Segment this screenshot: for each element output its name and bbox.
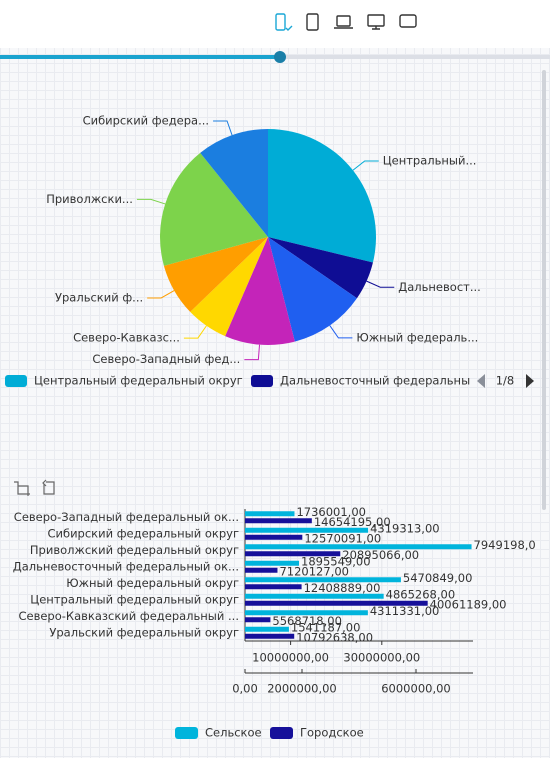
toolbar: [0, 0, 550, 48]
value-label: 1736001,00: [296, 505, 366, 519]
x2-tick-label: 30000000,00: [343, 651, 420, 665]
bar: [245, 534, 303, 540]
device-mobile[interactable]: [275, 13, 293, 31]
y-tick-label: Дальневосточный федеральный ок...: [13, 559, 239, 573]
value-label: 10792638,00: [296, 630, 373, 644]
slice-label: Уральский ф...: [55, 290, 143, 304]
leader-line: [147, 290, 175, 299]
value-label: 5470849,00: [403, 571, 473, 585]
slice-label: Сибирский федера...: [83, 114, 210, 128]
value-label: 1541187,00: [291, 620, 361, 634]
legend-swatch: [5, 375, 27, 387]
slice-label: Центральный...: [383, 154, 477, 168]
value-label: 7949198,0: [474, 538, 536, 552]
slice-label: Приволжски...: [46, 192, 133, 206]
leader-line: [136, 198, 166, 205]
y-tick-label: Южный федеральный округ: [66, 576, 239, 590]
slice-label: Северо-Кавказс...: [73, 331, 180, 345]
value-label: 20895066,00: [342, 548, 419, 562]
device-desktop[interactable]: [367, 14, 385, 30]
legend-label: Центральный федеральный округ: [34, 374, 243, 388]
value-label: 7120127,00: [279, 564, 349, 578]
device-tablet[interactable]: [306, 13, 319, 31]
bar: [245, 518, 312, 524]
y-tick-label: Приволжский федеральный округ: [30, 543, 239, 557]
bar: [245, 600, 428, 606]
pie-slice: [190, 237, 268, 337]
slice-label: Северо-Западный фед...: [92, 352, 240, 366]
pie-slice: [160, 152, 268, 266]
leader-line: [366, 280, 395, 288]
bar: [245, 584, 302, 590]
x2-tick-label: 10000000,00: [252, 651, 329, 665]
bar: [245, 544, 472, 550]
legend-label: Сельское: [205, 726, 262, 740]
bar: [245, 577, 401, 583]
legend-label: Дальневосточный федеральны: [280, 374, 470, 388]
legend-swatch: [251, 375, 273, 387]
pie-slice: [268, 129, 376, 263]
bar: [245, 610, 368, 616]
x-tick-label: 6000000,00: [381, 682, 451, 696]
bar: [245, 567, 278, 573]
legend-swatch: [270, 727, 293, 739]
x-tick-label: 2000000,00: [267, 682, 337, 696]
scrollbar[interactable]: [542, 70, 546, 510]
legend-next[interactable]: [526, 374, 534, 388]
legend-page: 1/8: [496, 374, 515, 388]
leader-line: [352, 160, 379, 171]
x-tick-label: 0,00: [232, 682, 258, 696]
pie-slice: [200, 129, 268, 237]
legend-swatch: [175, 727, 198, 739]
pie-slice: [268, 237, 357, 342]
device-laptop[interactable]: [334, 15, 353, 29]
leader-line: [213, 120, 233, 136]
bar: [245, 633, 295, 639]
pie-slice: [268, 237, 373, 299]
y-tick-label: Уральский федеральный округ: [49, 625, 239, 639]
bar: [245, 527, 369, 533]
leader-line: [329, 325, 353, 339]
bar: [245, 551, 341, 557]
value-label: 4311331,00: [370, 604, 440, 618]
value-label: 1895549,00: [301, 554, 371, 568]
device-tv[interactable]: [399, 14, 417, 28]
legend-label: Городское: [300, 726, 364, 740]
bar: [245, 560, 300, 566]
value-label: 5568718,00: [272, 614, 342, 628]
pie-slice: [163, 237, 268, 312]
value-label: 4319313,00: [370, 521, 440, 535]
y-tick-label: Центральный федеральный округ: [30, 592, 239, 606]
value-label: 12408889,00: [304, 581, 381, 595]
bar: [245, 626, 289, 632]
y-tick-label: Северо-Кавказский федеральный ...: [18, 609, 239, 623]
toolbox-zoom[interactable]: [14, 481, 30, 496]
y-tick-label: Сибирский федеральный округ: [47, 526, 239, 540]
value-label: 4865268,00: [386, 587, 456, 601]
slider-fill: [0, 55, 280, 59]
slider-handle[interactable]: [274, 51, 286, 63]
value-label: 40061189,00: [430, 597, 507, 611]
pie-slice: [225, 237, 295, 345]
leader-line: [244, 344, 261, 361]
bar: [245, 617, 271, 623]
legend-prev[interactable]: [477, 374, 485, 388]
y-tick-label: Северо-Западный федеральный ок...: [14, 510, 239, 524]
slice-label: Южный федераль...: [356, 330, 478, 344]
toolbox-reset[interactable]: [42, 479, 55, 495]
leader-line: [183, 325, 207, 339]
bar: [245, 593, 384, 599]
bar: [245, 511, 295, 517]
value-label: 14654195,00: [314, 515, 391, 529]
slice-label: Дальневост...: [398, 280, 481, 294]
value-label: 12570091,00: [304, 531, 381, 545]
